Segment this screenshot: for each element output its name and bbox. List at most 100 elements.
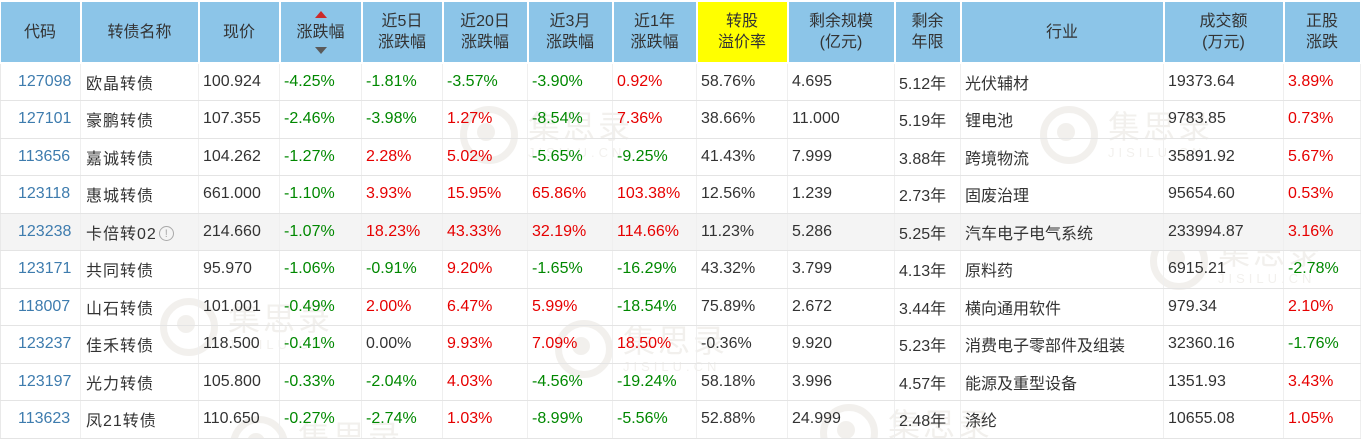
cell-code[interactable]: 123118 <box>0 175 81 214</box>
col-header-label: 溢价率 <box>717 34 766 51</box>
cell-code[interactable]: 123238 <box>0 213 81 251</box>
cell-industry: 汽车电子电气系统 <box>960 213 1164 251</box>
cell-chg3m: -8.99% <box>527 400 613 439</box>
col-header-code[interactable]: 代码 <box>0 0 82 64</box>
cell-change: -4.25% <box>279 63 362 101</box>
bond-name-link[interactable]: 山石转债 <box>86 300 155 318</box>
cell-premium: 41.43% <box>696 138 788 176</box>
table-row: 127101 豪鹏转债 107.355 -2.46% -3.98% 1.27% -8.54%… <box>0 100 1361 139</box>
cell-name[interactable]: 嘉诚转债 <box>80 138 199 176</box>
cell-chg1y: 18.50% <box>612 325 697 364</box>
cell-name[interactable]: 佳禾转债 <box>80 325 199 364</box>
cell-change: -0.41% <box>279 325 362 364</box>
col-header-stock_change[interactable]: 正股 涨跌 <box>1283 0 1362 64</box>
bond-name-link[interactable]: 凤21转债 <box>86 413 157 431</box>
bond-name-link[interactable]: 欧晶转债 <box>86 76 155 93</box>
cell-change: -0.49% <box>279 288 362 326</box>
cell-chg3m: -1.65% <box>527 250 613 289</box>
col-header-industry[interactable]: 行业 <box>960 0 1165 64</box>
col-header-label: 近1年 <box>634 13 675 30</box>
cell-premium: 75.89% <box>696 288 788 326</box>
cell-price: 118.500 <box>198 325 280 364</box>
cell-chg20d: 1.03% <box>442 400 528 439</box>
cell-name[interactable]: 豪鹏转债 <box>80 100 199 139</box>
cell-name[interactable]: 欧晶转债 <box>80 63 199 101</box>
cell-industry: 跨境物流 <box>960 138 1164 176</box>
cell-code[interactable]: 123237 <box>0 325 81 364</box>
info-icon[interactable]: ! <box>158 225 174 241</box>
cell-price: 101.001 <box>198 288 280 326</box>
cell-turnover: 233994.87 <box>1163 213 1284 251</box>
col-header-label: 近20日 <box>460 13 510 30</box>
col-header-chg1y[interactable]: 近1年 涨跌幅 <box>612 0 698 64</box>
cell-premium: 38.66% <box>696 100 788 139</box>
cell-code[interactable]: 127098 <box>0 63 81 101</box>
col-header-years[interactable]: 剩余 年限 <box>894 0 962 64</box>
col-header-name[interactable]: 转债名称 <box>80 0 200 64</box>
bond-name-link[interactable]: 卡倍转02 <box>86 225 157 243</box>
col-header-label: 转债名称 <box>107 23 172 41</box>
table-row: 123171 共同转债 95.970 -1.06% -0.91% 9.20% -1.65% -… <box>0 250 1361 289</box>
bond-name-link[interactable]: 惠城转债 <box>86 188 155 206</box>
cell-industry: 横向通用软件 <box>960 288 1164 326</box>
cell-industry: 涤纶 <box>960 400 1164 439</box>
cell-code[interactable]: 123171 <box>0 250 81 289</box>
col-header-label: 转股 <box>725 13 758 30</box>
cell-price: 214.660 <box>198 213 280 251</box>
cell-code[interactable]: 118007 <box>0 288 81 326</box>
cell-change: -1.10% <box>279 175 362 214</box>
cell-code[interactable]: 123197 <box>0 363 81 401</box>
cell-turnover: 19373.64 <box>1163 63 1284 101</box>
col-header-change[interactable]: 涨跌幅 <box>279 0 363 64</box>
bond-name-link[interactable]: 佳禾转债 <box>86 338 155 356</box>
cell-chg1y: -16.29% <box>612 250 697 289</box>
cell-stock_change: 3.16% <box>1283 213 1361 251</box>
bond-name-link[interactable]: 共同转债 <box>86 263 155 281</box>
cell-name[interactable]: 惠城转债 <box>80 175 199 214</box>
cell-code[interactable]: 113656 <box>0 138 81 176</box>
cell-years: 5.25年 <box>894 213 961 251</box>
cell-chg20d: 15.95% <box>442 175 528 214</box>
cell-name[interactable]: 凤21转债 <box>80 400 199 439</box>
bond-name-link[interactable]: 光力转债 <box>86 375 155 393</box>
cell-scale: 11.000 <box>787 100 895 139</box>
bond-name-link[interactable]: 豪鹏转债 <box>86 113 155 131</box>
col-header-scale[interactable]: 剩余规模 (亿元) <box>787 0 896 64</box>
cell-change: -0.33% <box>279 363 362 401</box>
col-header-price[interactable]: 现价 <box>198 0 281 64</box>
col-header-chg3m[interactable]: 近3月 涨跌幅 <box>527 0 614 64</box>
cell-name[interactable]: 共同转债 <box>80 250 199 289</box>
bond-name-link[interactable]: 嘉诚转债 <box>86 150 155 168</box>
cell-turnover: 10655.08 <box>1163 400 1284 439</box>
sort-asc-icon[interactable] <box>314 10 327 18</box>
partial-next-row <box>0 438 1361 441</box>
cell-scale: 3.996 <box>787 363 895 401</box>
cell-chg3m: 32.19% <box>527 213 613 251</box>
cell-turnover: 95654.60 <box>1163 175 1284 214</box>
cell-scale: 9.920 <box>787 325 895 364</box>
col-header-chg5d[interactable]: 近5日 涨跌幅 <box>361 0 444 64</box>
col-header-chg20d[interactable]: 近20日 涨跌幅 <box>442 0 529 64</box>
cell-price: 661.000 <box>198 175 280 214</box>
cell-code[interactable]: 113623 <box>0 400 81 439</box>
cell-years: 3.88年 <box>894 138 961 176</box>
cell-chg5d: 3.93% <box>361 175 443 214</box>
cell-turnover: 32360.16 <box>1163 325 1284 364</box>
sort-desc-icon[interactable] <box>314 46 327 54</box>
table-row: 123237 佳禾转债 118.500 -0.41% 0.00% 9.93% 7.09% 18… <box>0 325 1361 364</box>
cell-chg3m: -3.90% <box>527 63 613 101</box>
cell-code[interactable]: 127101 <box>0 100 81 139</box>
cell-chg1y: -5.56% <box>612 400 697 439</box>
cell-turnover: 9783.85 <box>1163 100 1284 139</box>
col-header-turnover[interactable]: 成交额 (万元) <box>1163 0 1285 64</box>
cell-premium: 58.76% <box>696 63 788 101</box>
cell-premium: 11.23% <box>696 213 788 251</box>
cell-name[interactable]: 卡倍转02! <box>80 213 199 251</box>
table-row: 123197 光力转债 105.800 -0.33% -2.04% 4.03% -4.56%… <box>0 363 1361 401</box>
cell-name[interactable]: 山石转债 <box>80 288 199 326</box>
cell-name[interactable]: 光力转债 <box>80 363 199 401</box>
col-header-premium[interactable]: 转股 溢价率 <box>696 0 789 64</box>
cell-chg3m: -5.65% <box>527 138 613 176</box>
cell-chg20d: 4.03% <box>442 363 528 401</box>
